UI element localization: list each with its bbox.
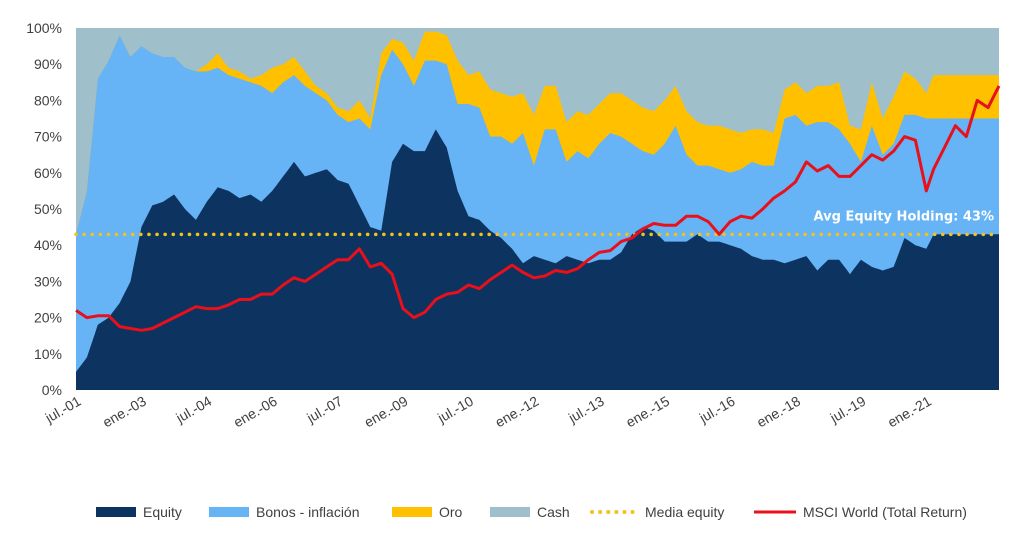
y-axis-ticks: 0% 10% 20% 30% 40% 50% 60% 70% 80% 90% 100%	[26, 20, 62, 398]
x-tick-label: ene.-03	[100, 393, 149, 431]
legend-swatch	[392, 507, 432, 517]
legend-item: Bonos - inflación	[209, 504, 360, 520]
y-tick-label: 70%	[34, 129, 62, 145]
series-lines	[74, 85, 1001, 332]
legend-label: Cash	[537, 504, 570, 520]
legend-swatch	[96, 507, 136, 517]
legend-label: Bonos - inflación	[256, 504, 360, 520]
y-tick-label: 80%	[34, 92, 62, 108]
x-tick-label: jul.-07	[303, 393, 345, 427]
legend: Equity Bonos - inflación Oro Cash Media equi…	[96, 504, 967, 520]
x-tick-label: ene.-06	[231, 393, 280, 431]
x-tick-label: jul.-19	[827, 393, 869, 427]
y-tick-label: 0%	[42, 382, 62, 398]
legend-item: Media equity	[590, 504, 724, 520]
x-axis-ticks: jul.-01 ene.-03 jul.-04 ene.-06 jul.-07 ene.-…	[42, 393, 934, 431]
stacked-areas	[76, 28, 999, 390]
x-tick-label: jul.-16	[696, 393, 738, 427]
y-tick-label: 90%	[34, 56, 62, 72]
legend-item: Equity	[96, 504, 182, 520]
y-tick-label: 10%	[34, 346, 62, 362]
x-tick-label: ene.-18	[754, 393, 803, 431]
legend-label: Oro	[439, 504, 463, 520]
y-tick-label: 40%	[34, 237, 62, 253]
avg-equity-annotation: Avg Equity Holding: 43%	[814, 209, 994, 224]
x-tick-label: jul.-10	[434, 393, 476, 427]
x-tick-label: jul.-13	[565, 393, 607, 427]
legend-label: Media equity	[645, 504, 724, 520]
y-tick-label: 20%	[34, 310, 62, 326]
y-tick-label: 50%	[34, 201, 62, 217]
msci-world-line	[75, 85, 1001, 332]
y-tick-label: 60%	[34, 165, 62, 181]
legend-label: MSCI World (Total Return)	[803, 504, 967, 520]
legend-swatch	[490, 507, 530, 517]
x-tick-label: jul.-04	[172, 393, 214, 427]
legend-swatch	[209, 507, 249, 517]
x-tick-label: ene.-15	[623, 393, 672, 431]
area-equity	[76, 129, 999, 390]
y-tick-label: 30%	[34, 273, 62, 289]
legend-label: Equity	[143, 504, 182, 520]
x-tick-label: ene.-21	[885, 393, 934, 431]
legend-item: Cash	[490, 504, 570, 520]
y-tick-label: 100%	[26, 20, 62, 36]
legend-item: Oro	[392, 504, 463, 520]
x-tick-label: ene.-09	[361, 393, 410, 431]
x-tick-label: ene.-12	[492, 393, 541, 431]
legend-item: MSCI World (Total Return)	[754, 504, 967, 520]
